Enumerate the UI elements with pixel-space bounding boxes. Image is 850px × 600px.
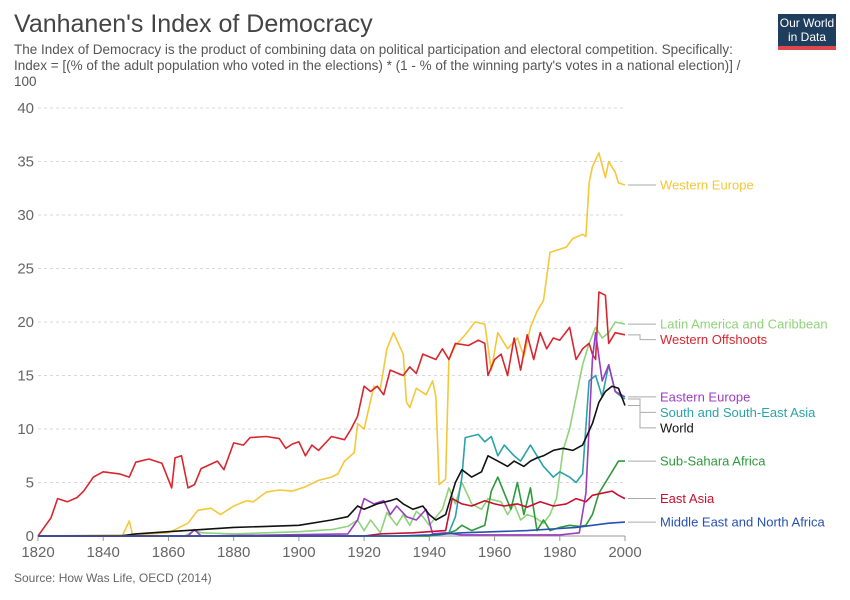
x-tick-label: 2000: [608, 544, 641, 561]
logo-line1: Our World: [779, 16, 835, 30]
series-line-2: [37, 291, 626, 537]
series-label-0[interactable]: Western Europe: [660, 178, 754, 193]
series-line-0: [37, 152, 626, 537]
x-axis: 1820 1840 1860 1880 1900 1920 1940 1960 1980 2000: [21, 535, 642, 561]
y-tick-label: 10: [17, 421, 34, 438]
series-label-5[interactable]: World: [660, 420, 694, 435]
series-lines: [37, 152, 626, 537]
y-tick-label: 35: [17, 154, 34, 171]
series-labels: Western Europe Latin America and Caribbea…: [628, 178, 828, 530]
series-label-8[interactable]: Middle East and North Africa: [660, 515, 826, 530]
x-tick-label: 1980: [543, 544, 576, 561]
series-label-4[interactable]: Eastern Europe: [660, 389, 750, 404]
x-tick-label: 1940: [413, 544, 446, 561]
series-label-6[interactable]: Sub-Sahara Africa: [660, 454, 766, 469]
grid-lines: [38, 107, 625, 483]
series-label-2[interactable]: Western Offshoots: [660, 332, 768, 347]
series-line-4: [38, 331, 626, 537]
source-note: Source: How Was Life, OECD (2014): [14, 571, 212, 585]
series-line-3: [38, 364, 626, 537]
y-axis: 0 5 10 15 20 25 30 35 40: [17, 100, 34, 545]
y-tick-label: 25: [17, 261, 34, 278]
series-line-5: [38, 385, 626, 537]
y-tick-label: 40: [17, 100, 34, 117]
x-tick-label: 1820: [21, 544, 54, 561]
series-line-6: [38, 460, 625, 537]
y-tick-label: 15: [17, 368, 34, 385]
y-tick-label: 30: [17, 207, 34, 224]
x-tick-label: 1900: [282, 544, 315, 561]
x-tick-label: 1880: [217, 544, 250, 561]
series-label-7[interactable]: East Asia: [660, 491, 715, 506]
y-tick-label: 5: [26, 475, 34, 492]
series-line-7: [38, 490, 626, 537]
series-label-1[interactable]: Latin America and Caribbean: [660, 317, 828, 332]
x-tick-label: 1920: [347, 544, 380, 561]
label-connector: [628, 334, 656, 341]
chart-subtitle: The Index of Democracy is the product of…: [14, 42, 741, 89]
series-line-8: [38, 521, 626, 537]
owid-logo[interactable]: Our World in Data: [778, 14, 836, 50]
x-tick-label: 1840: [87, 544, 120, 561]
x-tick-label: 1860: [152, 544, 185, 561]
x-tick-label: 1960: [478, 544, 511, 561]
y-tick-label: 20: [17, 314, 34, 331]
chart-title: Vanhanen's Index of Democracy: [14, 10, 373, 38]
y-tick-label: 0: [26, 528, 34, 545]
label-connector: [628, 404, 656, 429]
series-label-3[interactable]: South and South-East Asia: [660, 405, 816, 420]
logo-line2: in Data: [787, 30, 827, 44]
